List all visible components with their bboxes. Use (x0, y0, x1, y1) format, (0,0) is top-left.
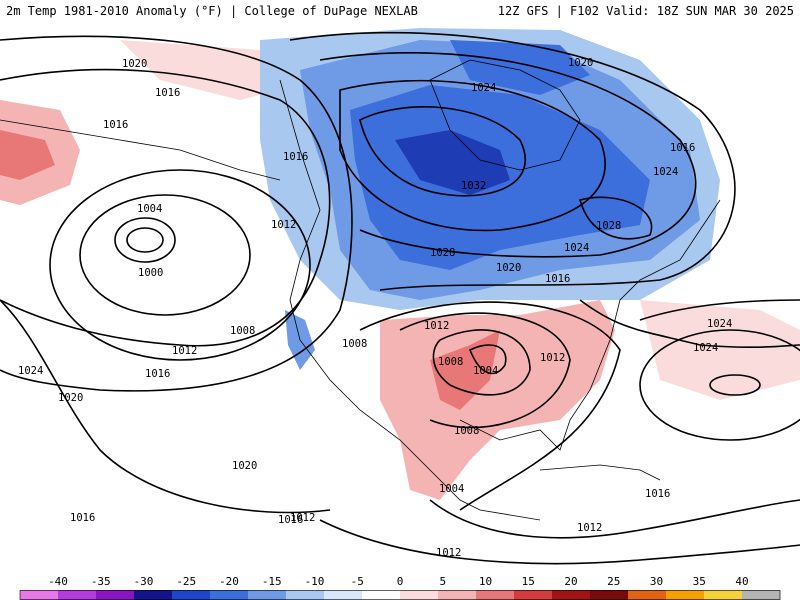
colorbar-swatch (172, 590, 211, 600)
anomaly-map: 1020 1016 1016 1016 1004 1000 1012 1008 … (0, 22, 800, 570)
isobar-label: 1016 (670, 142, 695, 154)
isobar-label: 1008 (454, 425, 479, 437)
isobar-label: 1020 (568, 57, 593, 69)
colorbar-swatch (666, 590, 705, 600)
colorbar-tick-label: 30 (649, 575, 664, 588)
hot-anomaly-alaska (0, 130, 55, 180)
colorbar-tick-label: 10 (478, 575, 493, 588)
isobar-label: 1012 (424, 320, 449, 332)
colorbar-tick-label: -35 (90, 575, 111, 588)
colorbar-swatch (590, 590, 629, 600)
isobar-label: 1016 (283, 151, 308, 163)
isobar-label: 1020 (58, 392, 83, 404)
colorbar-swatch (514, 590, 553, 600)
colorbar-swatch (96, 590, 135, 600)
isobar-label: 1012 (172, 345, 197, 357)
warm-anomaly-north-pacific (120, 40, 300, 100)
isobar-label: 1016 (545, 273, 570, 285)
colorbar-swatch (704, 590, 743, 600)
isobar-label: 1004 (439, 483, 464, 495)
isobar-label: 1028 (430, 247, 455, 259)
colorbar-swatch (438, 590, 477, 600)
colorbar-tick-label: 35 (692, 575, 706, 588)
colorbar-tick-label: -20 (219, 575, 239, 588)
colorbar-tick-label: 40 (735, 575, 749, 588)
colorbar-tick-label: -40 (48, 575, 68, 588)
colorbar-swatch (552, 590, 591, 600)
isobar-label: 1024 (18, 365, 43, 377)
colorbar-swatch (58, 590, 97, 600)
isobar-label: 1020 (496, 262, 521, 274)
isobar-label: 1024 (693, 342, 718, 354)
colorbar-tick-label: -5 (350, 575, 364, 588)
isobar-label: 1020 (122, 58, 147, 70)
isobar-label: 1004 (473, 365, 498, 377)
colorbar-tick-label: -30 (133, 575, 154, 588)
colorbar-tick-label: 25 (607, 575, 621, 588)
isobar-label: 1024 (471, 82, 496, 94)
isobars (0, 31, 800, 565)
coldest-anomaly-canada (395, 130, 510, 195)
colorbar-swatch (400, 590, 439, 600)
cold-anomaly-hudson-bay (450, 40, 590, 95)
colorbar-tick-label: -15 (261, 575, 282, 588)
coastlines (0, 59, 721, 521)
isobar-label: 1012 (436, 547, 461, 559)
isobar-label: 1024 (707, 318, 732, 330)
map-title: 2m Temp 1981-2010 Anomaly (°F) | College… (6, 4, 418, 18)
warm-anomaly-united-states (380, 300, 615, 500)
colorbar: -40 -35 -30 -25 -20 -15 -10 -5 0 5 10 15 20 25 30 35 40 (0, 570, 800, 600)
isobar-label: 1016 (278, 514, 303, 526)
isobar-label: 1012 (540, 352, 565, 364)
isobar-label: 1008 (342, 338, 367, 350)
isobar-labels: 1020 1016 1016 1016 1004 1000 1012 1008 … (18, 57, 732, 559)
isobar-label: 1008 (438, 356, 463, 368)
isobar-label: 1000 (138, 267, 163, 279)
colorbar-tick-label: -25 (176, 575, 197, 588)
colorbar-swatch (248, 590, 287, 600)
colorbar-tick-label: 15 (521, 575, 535, 588)
isobar-label: 1016 (103, 119, 128, 131)
isobar-label: 1016 (645, 488, 670, 500)
colorbar-strip (19, 590, 781, 600)
colorbar-tick-label: 0 (396, 575, 404, 588)
colorbar-swatch (476, 590, 515, 600)
isobar-label: 1032 (461, 180, 486, 192)
isobar-label: 1012 (271, 219, 296, 231)
isobar-label: 1024 (564, 242, 589, 254)
colorbar-swatch (20, 590, 59, 600)
isobar-label: 1024 (653, 166, 678, 178)
colorbar-swatch (362, 590, 401, 600)
colorbar-swatch (742, 590, 781, 600)
colorbar-tick-label: 5 (439, 575, 447, 588)
isobar-label: 1004 (137, 203, 162, 215)
isobar-label: 1028 (596, 220, 621, 232)
anomaly-shading (0, 28, 800, 500)
warm-anomaly-atlantic (640, 300, 800, 400)
isobar-label: 1020 (232, 460, 257, 472)
model-valid-time: 12Z GFS | F102 Valid: 18Z SUN MAR 30 202… (497, 4, 794, 18)
colorbar-swatch (134, 590, 173, 600)
hot-anomaly-plains (430, 330, 500, 410)
colorbar-swatch (210, 590, 249, 600)
isobar-label: 1016 (145, 368, 170, 380)
isobar-label: 1012 (290, 512, 315, 524)
isobar-label: 1016 (70, 512, 95, 524)
isobar-label: 1008 (230, 325, 255, 337)
isobar-label: 1012 (577, 522, 602, 534)
colorbar-swatch (628, 590, 667, 600)
colorbar-swatch (286, 590, 325, 600)
colorbar-tick-label: 20 (564, 575, 578, 588)
colorbar-tick-label: -10 (304, 575, 325, 588)
isobar-label: 1016 (155, 87, 180, 99)
colorbar-swatch (324, 590, 363, 600)
map-header: 2m Temp 1981-2010 Anomaly (°F) | College… (0, 0, 800, 22)
